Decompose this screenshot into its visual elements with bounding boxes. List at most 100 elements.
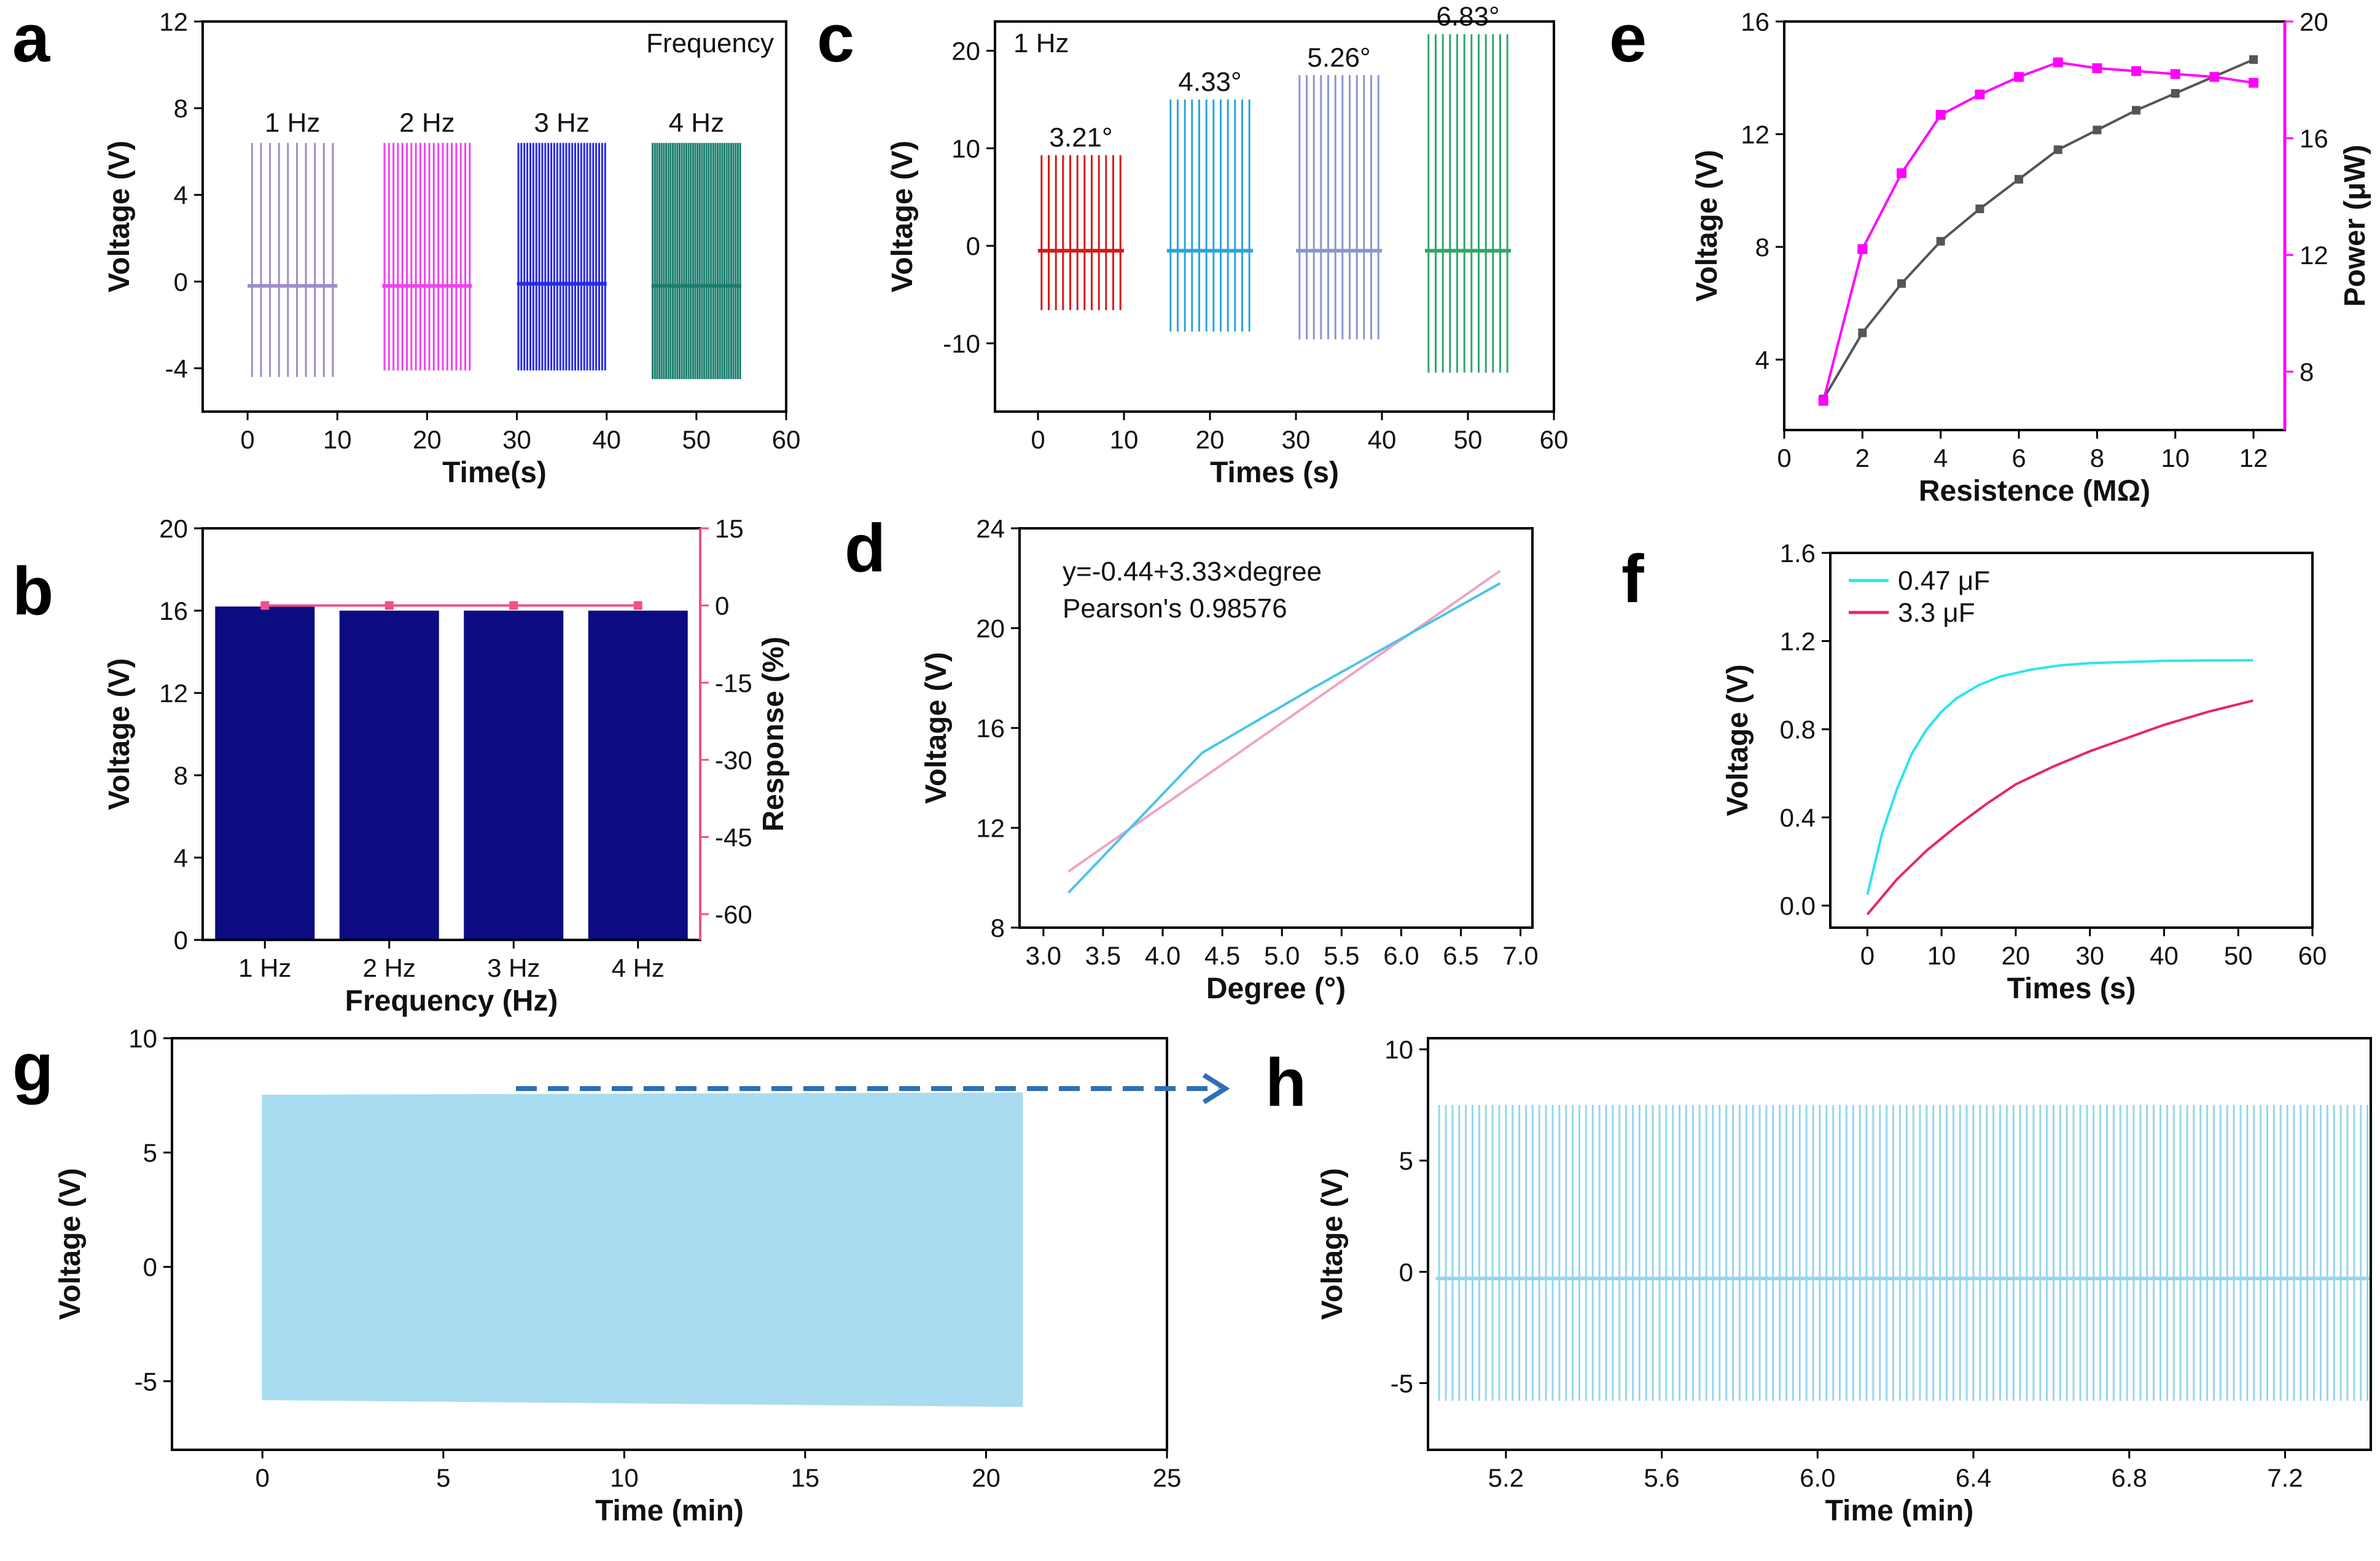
- x-tick-label: 8: [2090, 444, 2104, 472]
- plot-frame-e: [1783, 20, 2286, 431]
- y-tick-label: 20: [159, 514, 188, 543]
- plot-frame-a: [201, 20, 787, 413]
- response-point: [260, 601, 270, 610]
- x-tick-label: 5.2: [1488, 1463, 1524, 1492]
- y-tick-label: 8: [1755, 233, 1769, 262]
- voltage-line: [1822, 58, 2254, 400]
- voltage-point: [2171, 88, 2180, 98]
- voltage-point: [2053, 145, 2062, 154]
- voltage-point: [2015, 174, 2024, 184]
- x-tick-label: 0: [240, 425, 254, 454]
- response-point: [509, 601, 518, 610]
- series-a-0-pulses: [251, 143, 334, 377]
- x-tick-label: 4.0: [1145, 941, 1180, 970]
- y-axis-label: Voltage (V): [54, 1168, 87, 1320]
- power-point: [2053, 57, 2063, 68]
- panel-label-a: a: [12, 1, 50, 76]
- x-tick-label: 6.5: [1443, 941, 1478, 970]
- fit-equation: y=-0.44+3.33×degree: [1063, 557, 1322, 587]
- y-tick-label: 10: [951, 134, 980, 163]
- y2-tick-label: 20: [2300, 7, 2328, 36]
- x-tick-label: 4 Hz: [612, 953, 665, 982]
- panel-c: c 3.21° 4.33° 5.26° 6.83° 1 Hz 0 10 20 30 40 50 60 -1…: [817, 1, 1568, 489]
- y2-axis-label: Power (μW): [2339, 144, 2371, 307]
- x-tick-label: 30: [2075, 941, 2104, 970]
- y-axis-label: Voltage (V): [886, 141, 919, 292]
- y-tick-label: 4: [174, 843, 188, 872]
- series-label: 3 Hz: [534, 108, 589, 138]
- x-tick-label: 10: [2161, 444, 2190, 472]
- y-tick-label: 0: [1399, 1258, 1413, 1286]
- y-tick-label: 16: [159, 597, 188, 625]
- bar: [215, 606, 315, 940]
- y-axis-left: 0 4 8 12 16 20: [159, 514, 203, 955]
- power-point: [1935, 110, 1946, 120]
- x-tick-label: 6.0: [1383, 941, 1419, 970]
- x-tick-label: 5.6: [1644, 1463, 1679, 1492]
- x-tick-label: 10: [610, 1463, 639, 1492]
- y-axis-label: Voltage (V): [920, 652, 953, 804]
- y-tick-label: 1.2: [1780, 627, 1816, 656]
- voltage-point: [2249, 55, 2258, 64]
- voltage-point: [1897, 279, 1906, 288]
- y2-tick-label: -15: [715, 668, 752, 697]
- series-label: 4 Hz: [669, 108, 724, 138]
- y-tick-label: 16: [1741, 7, 1769, 36]
- power-point: [2092, 63, 2102, 73]
- x-tick-label: 60: [1540, 425, 1569, 454]
- x-tick-label: 60: [772, 425, 801, 454]
- series-label: 6.83°: [1436, 2, 1499, 32]
- plot-frame-g: [171, 1037, 1168, 1451]
- y-tick-label: 0.4: [1780, 804, 1816, 832]
- power-point: [1857, 244, 1868, 254]
- zoom-arrow-head: [1202, 1073, 1230, 1105]
- panel-label-e: e: [1609, 1, 1647, 76]
- y-tick-label: 16: [976, 714, 1005, 743]
- x-tick-label: 6.8: [2112, 1463, 2147, 1492]
- power-point: [1818, 396, 1828, 406]
- measured-line: [1067, 582, 1501, 894]
- x-tick-label: 12: [2239, 444, 2268, 472]
- voltage-point: [1936, 237, 1945, 246]
- series-label: 4.33°: [1178, 67, 1241, 97]
- y-tick-label: -4: [165, 354, 188, 383]
- fit-line: [1067, 569, 1501, 873]
- power-point: [1897, 168, 1907, 178]
- series-label: 2 Hz: [399, 108, 455, 138]
- x-axis-label: Time (min): [1825, 1495, 1974, 1527]
- y2-axis-label: Response (%): [757, 636, 790, 831]
- x-tick-label: 30: [1282, 425, 1311, 454]
- panel-f: f 0.47 μF3.3 μF 0 10 20 30 40 50 60 0.0 0.4 0.8 1.2 1…: [1621, 539, 2327, 1005]
- series-f-0: [1866, 659, 2253, 895]
- power-point: [2131, 66, 2142, 76]
- y-tick-label: 8: [991, 914, 1005, 942]
- legend-label: 0.47 μF: [1898, 566, 1990, 596]
- series-c-0-pulses: [1040, 155, 1122, 310]
- panel-label-d: d: [845, 511, 886, 586]
- series-c-3-pulses: [1427, 34, 1508, 373]
- annotation: 1 Hz: [1013, 28, 1069, 58]
- y-tick-label: 5: [143, 1138, 157, 1167]
- voltage-point: [2093, 125, 2102, 135]
- y-tick-label: -5: [135, 1367, 157, 1396]
- y-tick-label: 12: [976, 814, 1005, 843]
- x-tick-label: 5.0: [1264, 941, 1300, 970]
- y-tick-label: 12: [1741, 120, 1769, 149]
- x-axis-label: Time (min): [595, 1495, 744, 1527]
- bar: [588, 611, 688, 940]
- series-c-2-pulses: [1298, 75, 1379, 340]
- y2-tick-label: 12: [2300, 241, 2328, 270]
- x-tick-label: 6.4: [1956, 1463, 1991, 1492]
- power-point: [2209, 72, 2220, 82]
- y-axis-label: Voltage (V): [103, 141, 136, 292]
- x-tick-label: 1 Hz: [238, 953, 291, 982]
- y-axis-label: Voltage (V): [1691, 150, 1723, 302]
- bar: [464, 611, 564, 940]
- panel-label-f: f: [1621, 541, 1644, 617]
- y-tick-label: 8: [174, 94, 188, 123]
- x-tick-label: 20: [2002, 941, 2031, 970]
- panel-d: d y=-0.44+3.33×degree Pearson's 0.98576 3.0…: [845, 511, 1539, 1005]
- x-tick-label: 10: [323, 425, 352, 454]
